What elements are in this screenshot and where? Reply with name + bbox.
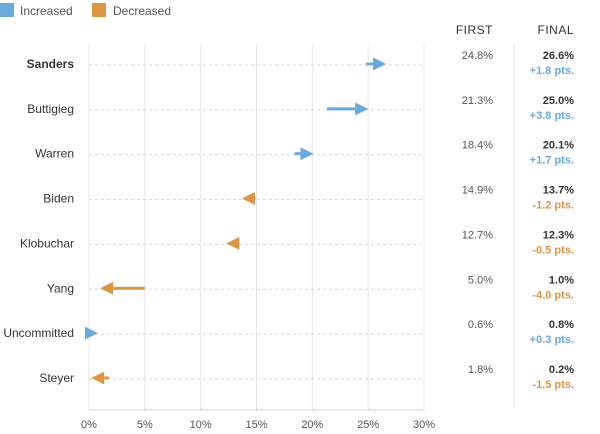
change-value: -1.2 pts. xyxy=(532,200,574,212)
arrow-head xyxy=(100,281,114,295)
legend-swatch-decreased xyxy=(92,3,106,17)
candidate-label: Sanders xyxy=(27,57,75,71)
candidate-row: Uncommitted 0.6% 0.8% +0.3 pts. xyxy=(3,319,574,346)
first-value: 12.7% xyxy=(462,229,493,241)
x-tick-label: 20% xyxy=(301,419,323,431)
arrow-head xyxy=(84,326,98,340)
final-value: 25.0% xyxy=(543,95,574,107)
x-tick-label: 15% xyxy=(245,419,267,431)
x-tick-label: 10% xyxy=(190,419,212,431)
legend-label-increased: Increased xyxy=(20,4,73,18)
arrow-head xyxy=(241,192,255,206)
candidate-label: Biden xyxy=(43,192,74,206)
final-value: 0.2% xyxy=(549,364,574,376)
candidate-row: Buttigieg 21.3% 25.0% +3.8 pts. xyxy=(27,95,574,122)
candidate-row: Yang 5.0% 1.0% -4.0 pts. xyxy=(47,274,574,301)
candidate-label: Klobuchar xyxy=(20,236,74,250)
final-value: 13.7% xyxy=(543,185,574,197)
final-column-header: FINAL xyxy=(537,23,574,37)
final-value: 26.6% xyxy=(543,50,574,62)
legend-label-decreased: Decreased xyxy=(113,4,171,18)
change-value: +3.8 pts. xyxy=(530,110,574,122)
first-value: 24.8% xyxy=(462,50,493,62)
candidate-label: Warren xyxy=(35,147,74,161)
first-column-header: FIRST xyxy=(456,23,493,37)
legend: Increased Decreased xyxy=(0,3,171,18)
first-value: 18.4% xyxy=(462,140,493,152)
first-value: 21.3% xyxy=(462,95,493,107)
arrow-head xyxy=(300,147,314,161)
change-value: -4.0 pts. xyxy=(532,289,574,301)
final-value: 0.8% xyxy=(549,319,574,331)
final-value: 12.3% xyxy=(543,229,574,241)
legend-swatch-increased xyxy=(0,3,14,17)
rows: Sanders 24.8% 26.6% +1.8 pts. Buttigieg 21.3%… xyxy=(3,50,574,391)
x-tick-label: 5% xyxy=(137,419,153,431)
candidate-label: Steyer xyxy=(39,371,74,385)
arrow-head xyxy=(91,371,105,385)
change-value: -1.5 pts. xyxy=(532,379,574,391)
x-tick-label: 30% xyxy=(413,419,435,431)
candidate-row: Klobuchar 12.7% 12.3% -0.5 pts. xyxy=(20,229,574,256)
change-value: -0.5 pts. xyxy=(532,244,574,256)
candidate-label: Yang xyxy=(47,281,74,295)
arrow-head xyxy=(226,236,240,250)
candidate-row: Biden 14.9% 13.7% -1.2 pts. xyxy=(43,185,574,212)
arrow-head xyxy=(373,57,387,71)
x-axis: 0% 5% 10% 15% 20% 25% 30% xyxy=(81,409,435,431)
final-value: 20.1% xyxy=(543,140,574,152)
change-value: +1.7 pts. xyxy=(530,155,574,167)
candidate-row: Sanders 24.8% 26.6% +1.8 pts. xyxy=(27,50,575,77)
first-value: 1.8% xyxy=(468,364,493,376)
x-tick-label: 0% xyxy=(81,419,97,431)
first-value: 14.9% xyxy=(462,185,493,197)
first-value: 5.0% xyxy=(468,274,493,286)
arrow-head xyxy=(355,102,369,116)
gridlines xyxy=(88,45,425,410)
candidate-row: Steyer 1.8% 0.2% -1.5 pts. xyxy=(39,364,574,391)
first-value: 0.6% xyxy=(468,319,493,331)
x-tick-label: 25% xyxy=(357,419,379,431)
candidate-row: Warren 18.4% 20.1% +1.7 pts. xyxy=(35,140,574,167)
change-value: +0.3 pts. xyxy=(530,334,574,346)
candidate-label: Uncommitted xyxy=(3,326,74,340)
candidate-label: Buttigieg xyxy=(27,102,74,116)
change-value: +1.8 pts. xyxy=(530,65,574,77)
final-value: 1.0% xyxy=(549,274,574,286)
